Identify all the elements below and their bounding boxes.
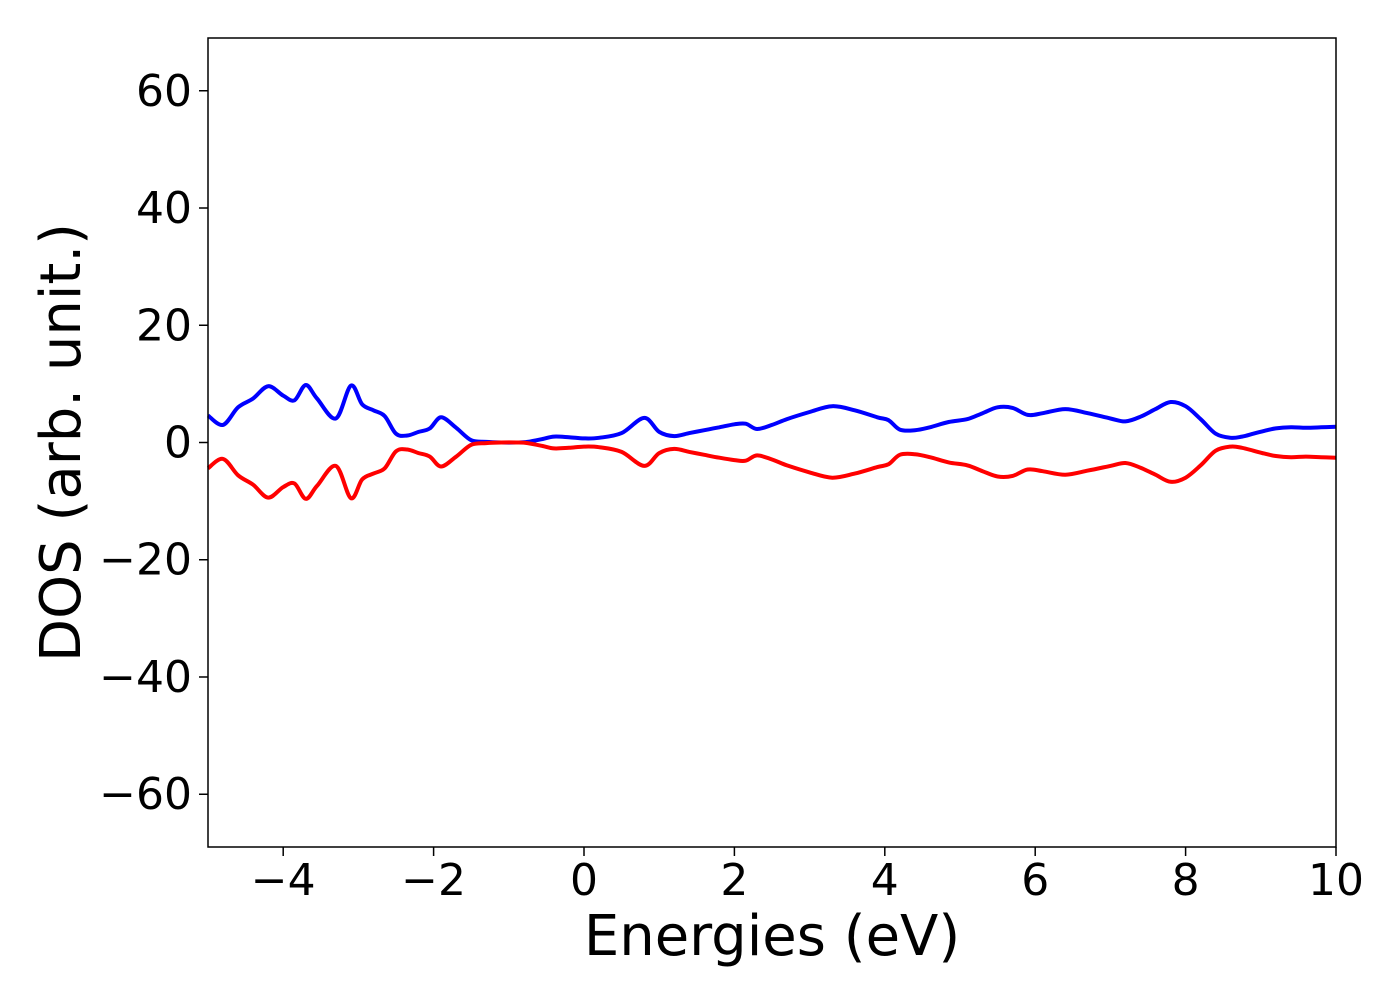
plot-frame bbox=[207, 37, 1337, 848]
y-tick-label: −20 bbox=[99, 535, 192, 586]
x-tick-label: −4 bbox=[251, 855, 316, 906]
x-axis: −4 −2 0 2 4 6 8 10 bbox=[251, 847, 1364, 906]
x-tick-label: 10 bbox=[1308, 855, 1364, 906]
x-tick-label: 6 bbox=[1021, 855, 1049, 906]
x-tick-label: −2 bbox=[401, 855, 466, 906]
x-tick-label: 2 bbox=[720, 855, 748, 906]
y-axis: −60 −40 −20 0 20 40 60 bbox=[99, 66, 208, 820]
x-axis-title: Energies (eV) bbox=[584, 904, 960, 969]
x-tick-label: 4 bbox=[871, 855, 899, 906]
series-layer bbox=[206, 383, 1337, 501]
y-tick-label: 20 bbox=[136, 300, 192, 351]
y-axis-title: DOS (arb. unit.) bbox=[29, 223, 94, 662]
x-tick-label: 8 bbox=[1172, 855, 1200, 906]
y-tick-label: 40 bbox=[136, 183, 192, 234]
series-line-1 bbox=[206, 383, 1337, 445]
y-tick-label: 0 bbox=[164, 418, 192, 469]
x-tick-label: 0 bbox=[570, 855, 598, 906]
y-tick-label: −40 bbox=[99, 652, 192, 703]
series-line-2 bbox=[206, 440, 1337, 501]
y-tick-label: 60 bbox=[136, 66, 192, 117]
y-tick-label: −60 bbox=[99, 769, 192, 820]
